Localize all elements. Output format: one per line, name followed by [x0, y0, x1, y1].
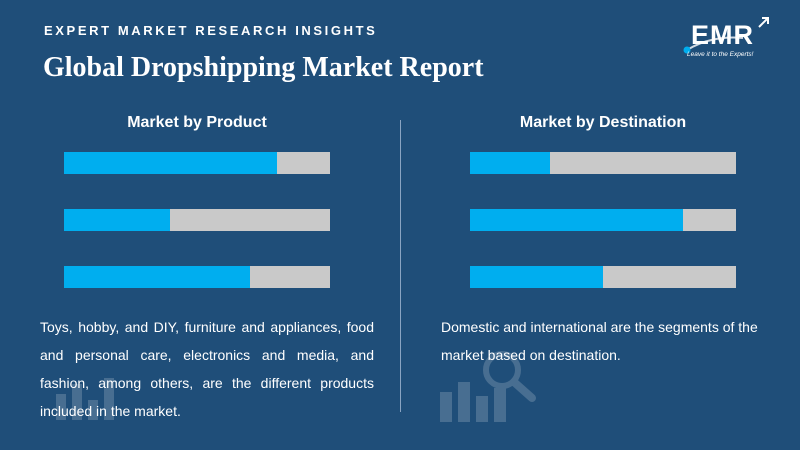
destination-description: Domestic and international are the segme…: [441, 319, 758, 363]
panel-divider: [400, 120, 401, 412]
destination-bar-3-fill: [470, 266, 603, 288]
logo-tagline: Leave it to the Experts!: [687, 51, 754, 58]
destination-bar-1-fill: [470, 152, 550, 174]
product-description: Toys, hobby, and DIY, furniture and appl…: [40, 319, 374, 419]
product-bar-1-fill: [64, 152, 277, 174]
product-bar-1: [64, 152, 330, 174]
product-bar-3: [64, 266, 330, 288]
destination-bar-1: [470, 152, 736, 174]
product-bar-2-fill: [64, 209, 171, 231]
search-chart-watermark-icon: [440, 351, 536, 422]
product-bar-2: [64, 209, 330, 231]
page-title: Global Dropshipping Market Report: [43, 52, 484, 83]
product-bar-3-fill: [64, 266, 251, 288]
analytics-watermark-icon: [56, 378, 114, 420]
product-heading: Market by Product: [127, 114, 267, 131]
eyebrow-label: EXPERT MARKET RESEARCH INSIGHTS: [44, 23, 378, 38]
emr-logo: EMR Leave it to the Experts!: [683, 14, 773, 64]
logo-arrow-icon: [758, 17, 769, 28]
destination-bar-2-fill: [470, 209, 683, 231]
destination-bar-2: [470, 209, 736, 231]
logo-swoosh-icon: [683, 36, 744, 54]
destination-bar-3: [470, 266, 736, 288]
logo-text: EMR: [691, 20, 754, 50]
destination-heading: Market by Destination: [519, 114, 687, 131]
